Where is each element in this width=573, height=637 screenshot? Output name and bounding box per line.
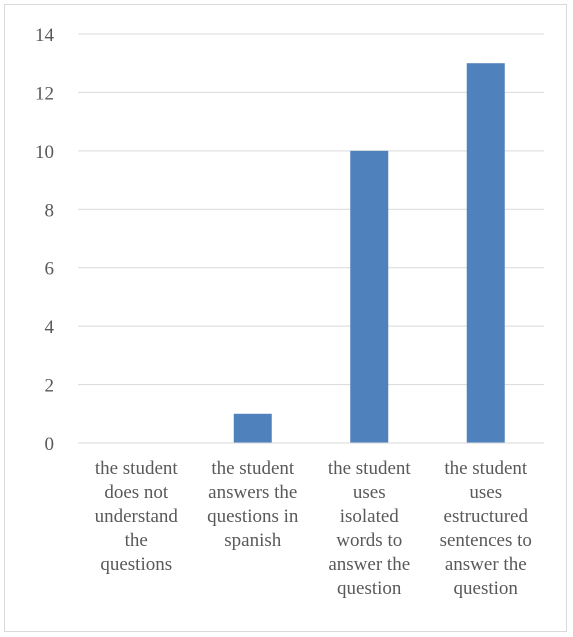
gridlines [78, 33, 544, 386]
x-tick-label: the student does not understand the ques… [94, 458, 178, 575]
x-tick-label: the student uses isolated words to answe… [327, 458, 411, 599]
y-axis-ticks: 0 2 4 6 8 10 12 14 [35, 25, 55, 455]
y-tick-label: 2 [45, 376, 55, 397]
y-tick-label: 12 [35, 83, 54, 104]
x-tick-label: the student uses estructured sentences t… [439, 458, 532, 599]
y-tick-label: 8 [45, 200, 55, 221]
y-tick-label: 14 [35, 25, 55, 46]
y-tick-label: 10 [35, 142, 54, 163]
y-tick-label: 0 [45, 434, 55, 455]
bars [233, 63, 505, 443]
bar [466, 63, 505, 443]
bar [350, 150, 389, 443]
y-tick-label: 4 [45, 317, 55, 338]
bar [233, 413, 272, 443]
y-tick-label: 6 [45, 259, 55, 280]
x-tick-label: the student answers the questions in spa… [207, 458, 299, 551]
